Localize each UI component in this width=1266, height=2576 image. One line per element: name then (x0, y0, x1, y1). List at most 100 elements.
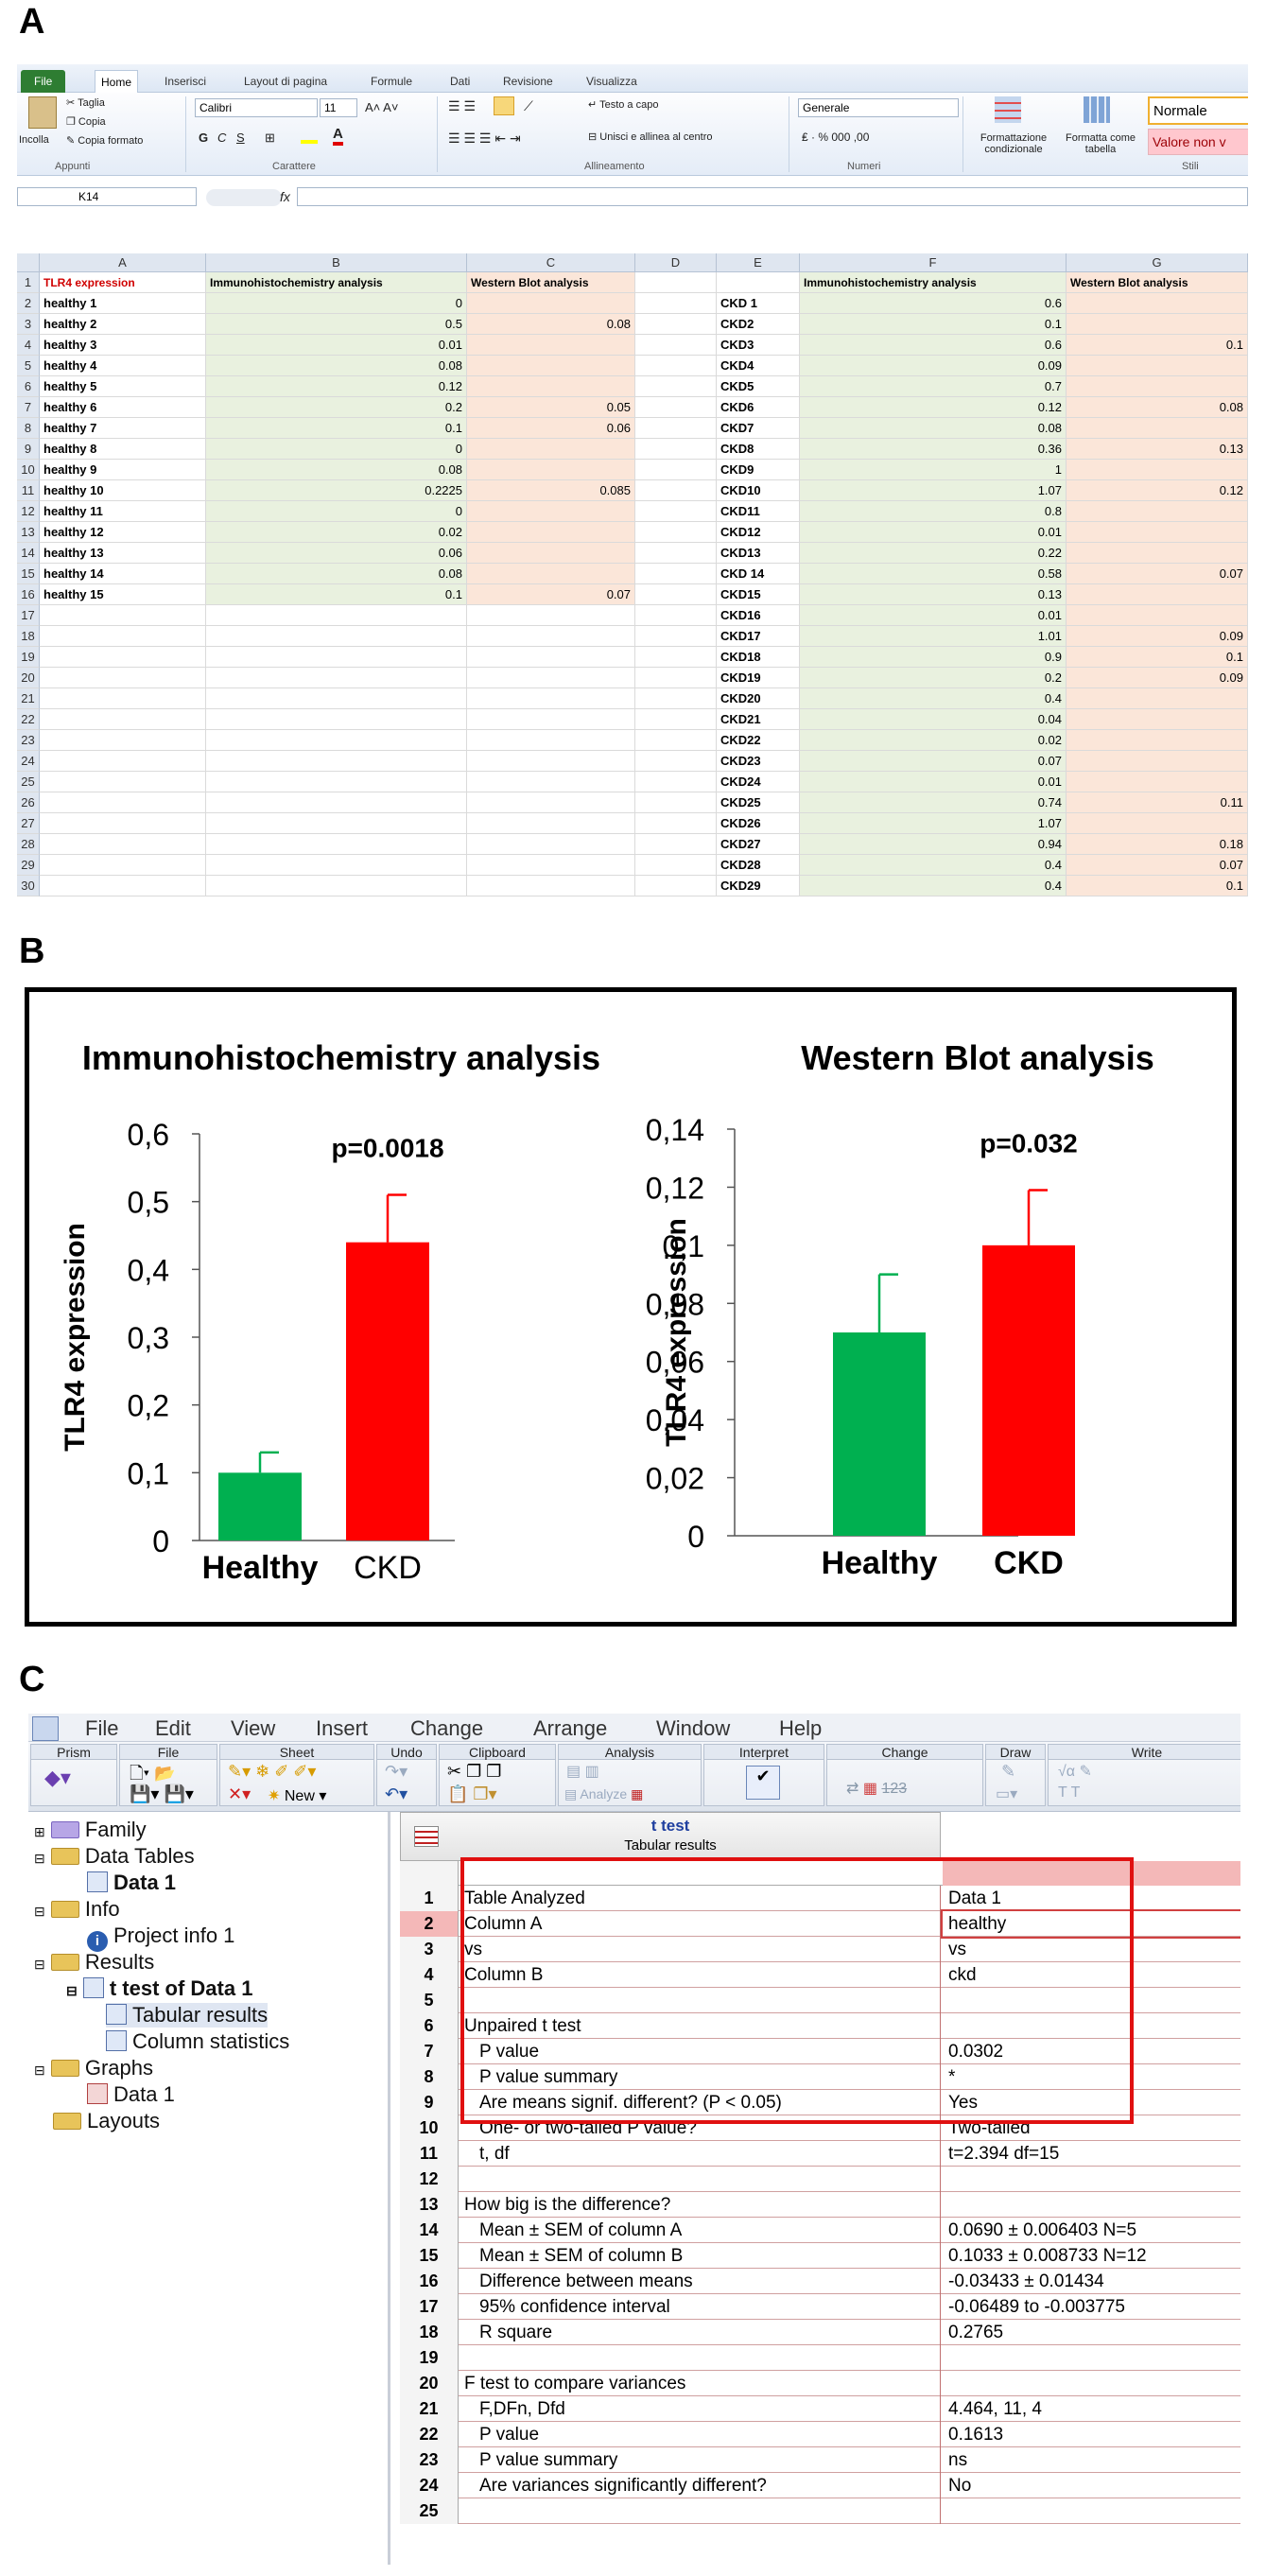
cell-g[interactable]: 0.1 (1067, 335, 1248, 356)
cell-a[interactable] (40, 709, 206, 730)
cell-a[interactable]: healthy 14 (40, 564, 206, 584)
cell-g[interactable] (1067, 418, 1248, 439)
cell-b[interactable]: 0.2 (206, 397, 467, 418)
row-number[interactable]: 5 (400, 1988, 459, 2013)
cell-f[interactable]: 1 (800, 460, 1067, 480)
copy-button[interactable]: ❐ Copia (66, 116, 106, 128)
formula-input[interactable] (297, 187, 1248, 206)
cell-f[interactable]: 1.07 (800, 813, 1067, 834)
cell-c[interactable] (467, 709, 635, 730)
cell-e[interactable]: CKD29 (717, 876, 800, 896)
cell-f[interactable]: 0.4 (800, 855, 1067, 876)
row-value[interactable] (943, 2345, 1240, 2371)
row-header[interactable]: 9 (17, 439, 40, 460)
tree-tabular-results[interactable]: Tabular results (106, 2003, 269, 2028)
row-label[interactable]: F,DFn, Dfd (460, 2396, 941, 2422)
menu-help[interactable]: Help (779, 1716, 823, 1740)
cell-a[interactable]: healthy 1 (40, 293, 206, 314)
cell-e[interactable]: CKD26 (717, 813, 800, 834)
row-number[interactable]: 2 (400, 1911, 459, 1937)
cell-d[interactable] (635, 855, 717, 876)
row-value[interactable] (943, 2498, 1240, 2524)
cell-b[interactable]: Immunohistochemistry analysis (206, 272, 467, 293)
cell-c[interactable]: 0.07 (467, 584, 635, 605)
row-label[interactable]: Are variances significantly different? (460, 2473, 941, 2498)
row-label[interactable] (460, 2345, 941, 2371)
row-number[interactable]: 15 (400, 2243, 459, 2269)
cell-g[interactable] (1067, 293, 1248, 314)
row-header[interactable]: 28 (17, 834, 40, 855)
tree-results[interactable]: ⊟ Results (34, 1950, 155, 1974)
cell-g[interactable]: 0.1 (1067, 876, 1248, 896)
row-value[interactable] (943, 2013, 1240, 2039)
cell-c[interactable] (467, 605, 635, 626)
cell-c[interactable]: Western Blot analysis (467, 272, 635, 293)
row-label[interactable]: vs (460, 1937, 941, 1962)
cell-e[interactable]: CKD5 (717, 376, 800, 397)
cell-d[interactable] (635, 647, 717, 668)
cell-c[interactable] (467, 792, 635, 813)
menu-arrange[interactable]: Arrange (533, 1716, 608, 1740)
cell-c[interactable] (467, 688, 635, 709)
cell-e[interactable]: CKD13 (717, 543, 800, 564)
cell-c[interactable] (467, 335, 635, 356)
interpret-icon[interactable]: ✔ (746, 1766, 780, 1800)
row-header[interactable]: 17 (17, 605, 40, 626)
row-header[interactable]: 13 (17, 522, 40, 543)
cell-g[interactable]: 0.12 (1067, 480, 1248, 501)
cell-c[interactable] (467, 460, 635, 480)
row-header[interactable]: 25 (17, 772, 40, 792)
row-label[interactable]: P value summary (460, 2447, 941, 2473)
cell-a[interactable]: healthy 4 (40, 356, 206, 376)
conditional-format-button[interactable]: Formattazione condizionale (980, 132, 1048, 155)
cell-d[interactable] (635, 584, 717, 605)
cell-a[interactable] (40, 688, 206, 709)
tree-project-info[interactable]: i Project info 1 (87, 1923, 234, 1952)
row-header[interactable]: 21 (17, 688, 40, 709)
cell-f[interactable]: 0.94 (800, 834, 1067, 855)
tree-family[interactable]: ⊞ Family (34, 1818, 147, 1841)
cell-f[interactable]: 0.6 (800, 335, 1067, 356)
row-header[interactable]: 12 (17, 501, 40, 522)
cell-a[interactable] (40, 751, 206, 772)
row-value[interactable]: No (948, 2476, 972, 2496)
cell-g[interactable]: 0.07 (1067, 855, 1248, 876)
undo-icon[interactable]: ↶▾ (385, 1784, 408, 1803)
align-top-icon[interactable]: ☰ ☰ (448, 98, 476, 113)
font-color-icon[interactable]: A (333, 127, 343, 146)
row-label[interactable]: Difference between means (460, 2269, 941, 2294)
cell-g[interactable] (1067, 501, 1248, 522)
cell-e[interactable]: CKD10 (717, 480, 800, 501)
cell-e[interactable]: CKD15 (717, 584, 800, 605)
cell-e[interactable] (717, 272, 800, 293)
row-number[interactable]: 14 (400, 2218, 459, 2243)
row-label[interactable]: Mean ± SEM of column A (460, 2218, 941, 2243)
cell-b[interactable] (206, 751, 467, 772)
row-value[interactable]: Yes (948, 2093, 978, 2113)
row-header[interactable]: 22 (17, 709, 40, 730)
row-header[interactable]: 27 (17, 813, 40, 834)
bold-button[interactable]: G (199, 131, 209, 145)
number-format-select[interactable]: Generale (798, 98, 959, 117)
cell-f[interactable]: 0.09 (800, 356, 1067, 376)
cell-f[interactable]: 0.1 (800, 314, 1067, 335)
col-header-a[interactable]: A (40, 253, 206, 272)
cell-c[interactable] (467, 543, 635, 564)
write-icon[interactable]: √α ✎ (1058, 1764, 1092, 1780)
cell-d[interactable] (635, 439, 717, 460)
paste-button[interactable]: Incolla (19, 134, 49, 146)
cell-b[interactable] (206, 772, 467, 792)
row-header[interactable]: 23 (17, 730, 40, 751)
cell-e[interactable]: CKD23 (717, 751, 800, 772)
row-value[interactable]: Data 1 (948, 1888, 1001, 1908)
menu-change[interactable]: Change (410, 1716, 484, 1740)
cell-d[interactable] (635, 688, 717, 709)
name-box[interactable]: K14 (17, 187, 197, 206)
row-label[interactable]: F test to compare variances (460, 2371, 941, 2396)
cell-e[interactable]: CKD17 (717, 626, 800, 647)
row-label[interactable]: P value (460, 2422, 941, 2447)
cell-d[interactable] (635, 730, 717, 751)
change-decimal-icon[interactable]: ⇄ ▦ 123 (846, 1781, 908, 1797)
cell-f[interactable]: 0.01 (800, 605, 1067, 626)
prism-cube-icon[interactable]: ◆▾ (44, 1766, 71, 1789)
